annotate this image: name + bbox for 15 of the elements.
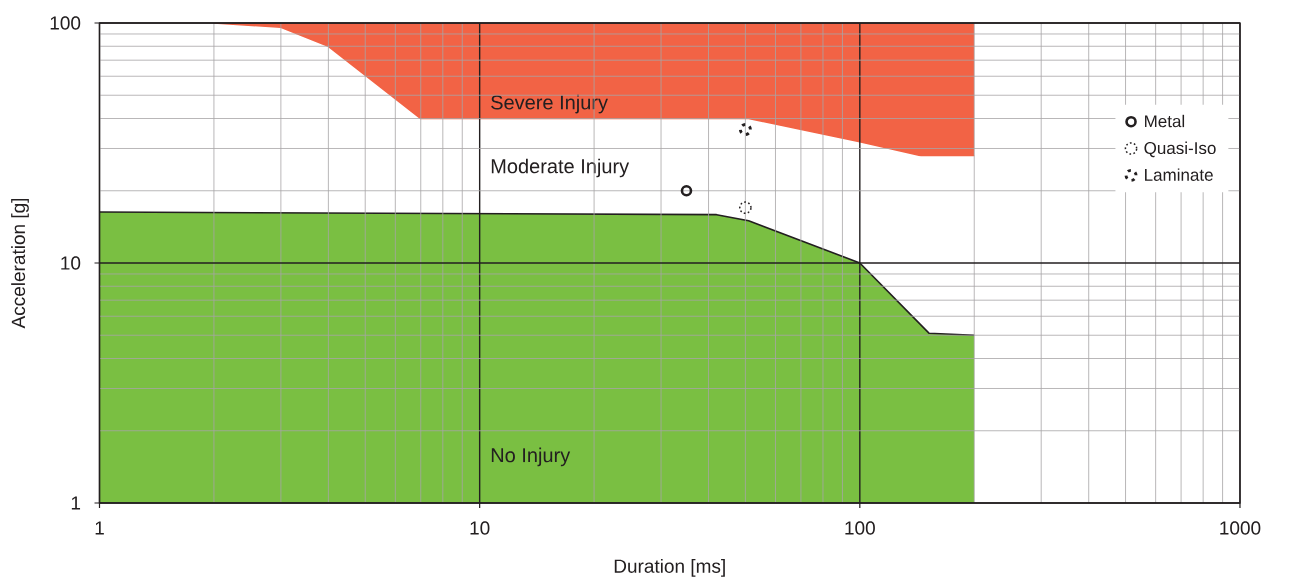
y-tick-label: 10 xyxy=(61,256,81,270)
legend-label: Laminate xyxy=(1145,168,1213,181)
x-tick-label: 1 xyxy=(95,521,104,535)
x-axis-title: Duration [ms] xyxy=(614,558,725,577)
annotation: Moderate Injury xyxy=(491,158,630,178)
annotation: No Injury xyxy=(491,447,571,467)
legend-label: Metal xyxy=(1145,114,1185,128)
y-axis-title: Acceleration [g] xyxy=(11,198,29,329)
x-tick-label: 100 xyxy=(845,521,875,535)
x-tick-label: 1000 xyxy=(1220,521,1261,535)
legend-label: Quasi-Iso xyxy=(1144,141,1216,158)
x-tick-label: 10 xyxy=(470,521,490,535)
y-tick-label: 1 xyxy=(71,496,81,510)
annotation: Severe Injury xyxy=(491,94,608,114)
y-tick-label: 100 xyxy=(50,16,81,30)
